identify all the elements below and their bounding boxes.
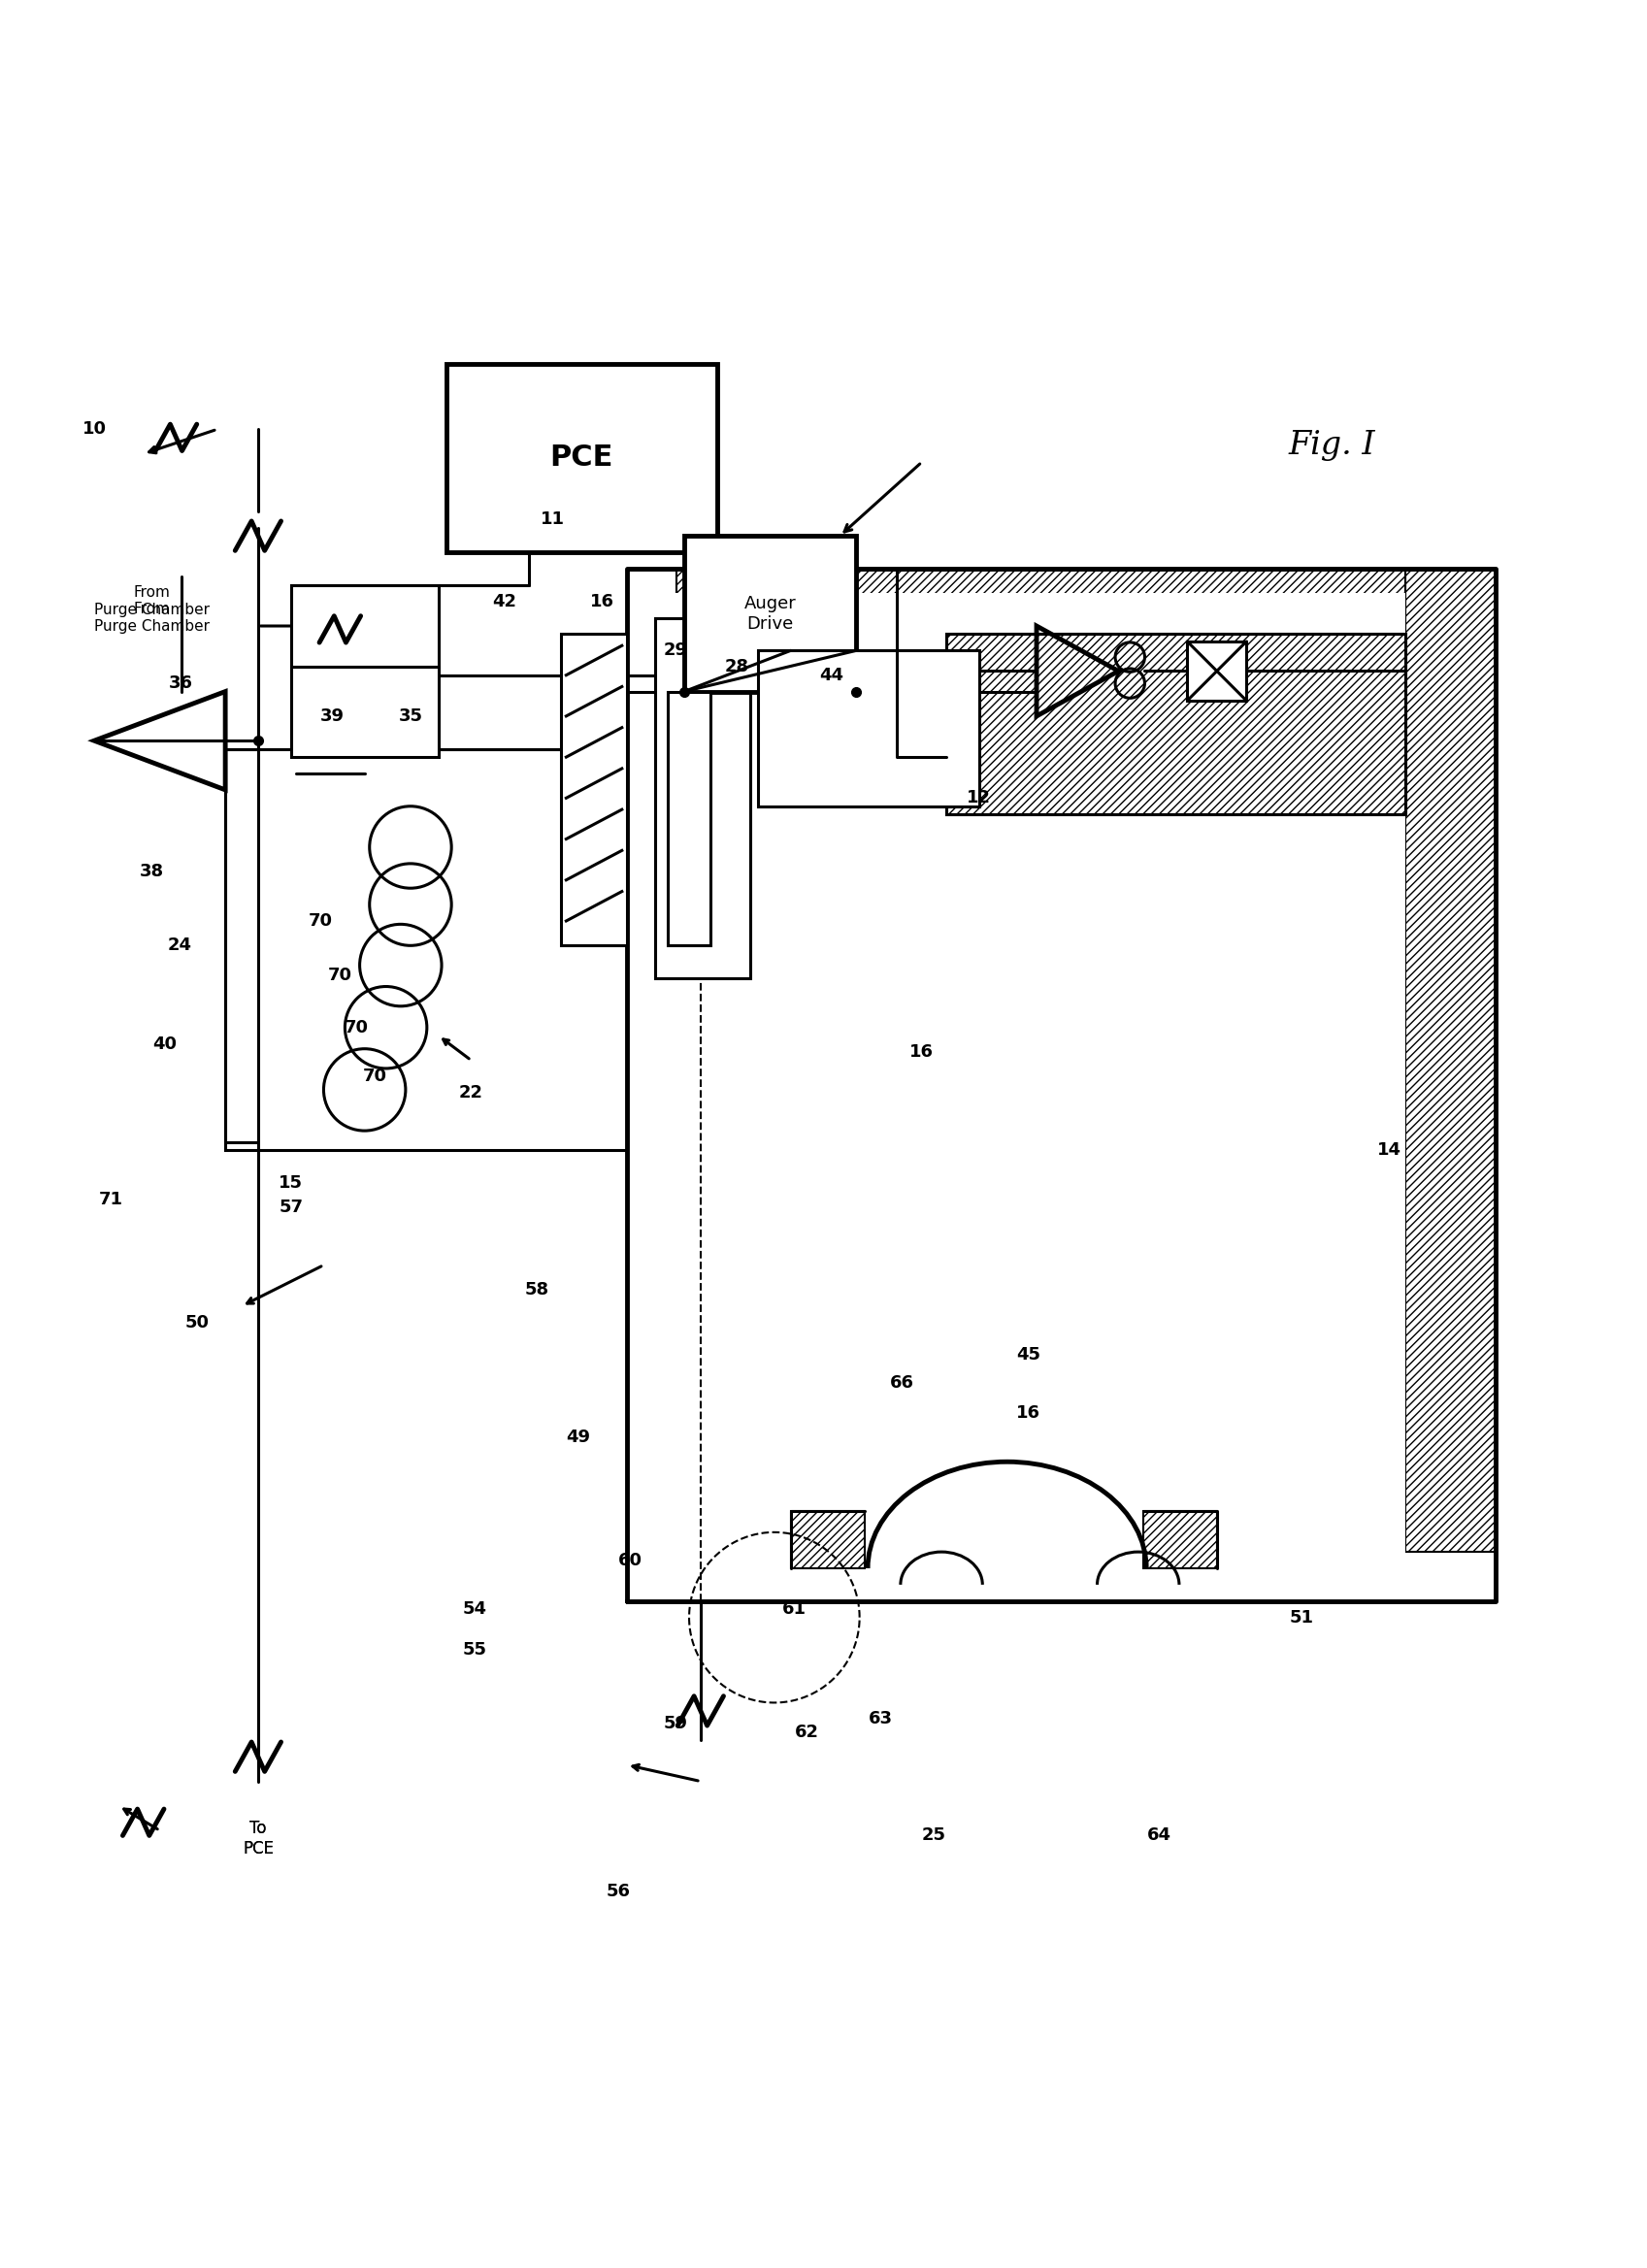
Text: 49: 49 — [565, 1429, 590, 1447]
Text: 64: 64 — [1148, 1826, 1171, 1844]
Text: 50: 50 — [186, 1313, 209, 1331]
Bar — [675, 569, 1405, 635]
Bar — [947, 635, 1405, 814]
Text: Fig. I: Fig. I — [1288, 431, 1375, 460]
Text: 12: 12 — [967, 789, 991, 807]
Text: 22: 22 — [460, 1084, 483, 1102]
Text: 58: 58 — [524, 1281, 548, 1297]
Text: 63: 63 — [868, 1710, 893, 1728]
Text: 59: 59 — [664, 1715, 688, 1733]
Bar — [226, 748, 628, 1150]
Text: 70: 70 — [344, 1018, 369, 1036]
Bar — [1143, 1510, 1217, 1567]
Text: 61: 61 — [782, 1601, 805, 1617]
Text: 35: 35 — [399, 708, 423, 726]
Text: 70: 70 — [308, 912, 333, 930]
Text: 51: 51 — [1290, 1608, 1314, 1626]
Text: 66: 66 — [889, 1374, 914, 1393]
Bar — [656, 617, 749, 978]
Bar — [1187, 642, 1247, 701]
Text: 70: 70 — [362, 1068, 387, 1086]
Text: 56: 56 — [606, 1882, 631, 1901]
Text: 55: 55 — [463, 1642, 486, 1658]
Bar — [446, 363, 716, 551]
Bar — [947, 635, 1405, 814]
Text: PCE: PCE — [550, 445, 613, 472]
Text: 62: 62 — [796, 1724, 819, 1742]
Text: 39: 39 — [320, 708, 344, 726]
Text: 36: 36 — [170, 674, 193, 692]
Text: 14: 14 — [1377, 1141, 1402, 1159]
Text: 70: 70 — [328, 966, 352, 984]
Bar — [684, 535, 856, 692]
Text: 60: 60 — [618, 1551, 642, 1569]
Bar — [791, 1510, 865, 1567]
Text: 25: 25 — [921, 1826, 945, 1844]
Text: 16: 16 — [909, 1043, 934, 1061]
Text: 15: 15 — [278, 1175, 303, 1193]
Text: 11: 11 — [540, 510, 565, 528]
Text: 45: 45 — [1016, 1347, 1041, 1363]
Text: 16: 16 — [590, 592, 614, 610]
Text: 10: 10 — [82, 420, 107, 438]
Bar — [667, 692, 710, 946]
Bar — [292, 585, 438, 667]
Text: From
Purge Chamber: From Purge Chamber — [94, 601, 209, 633]
Text: 16: 16 — [1016, 1404, 1041, 1422]
Bar — [562, 635, 628, 946]
Text: To
PCE: To PCE — [242, 1819, 273, 1857]
Text: 71: 71 — [99, 1191, 124, 1209]
Text: 57: 57 — [278, 1200, 303, 1216]
Text: To
PCE: To PCE — [242, 1819, 273, 1857]
Text: 38: 38 — [140, 864, 163, 880]
Text: 40: 40 — [153, 1034, 176, 1052]
Text: 28: 28 — [725, 658, 749, 676]
Text: 29: 29 — [664, 642, 688, 660]
Text: 54: 54 — [463, 1601, 486, 1617]
Text: Auger
Drive: Auger Drive — [744, 594, 796, 633]
Text: 44: 44 — [820, 667, 843, 685]
Bar — [1405, 569, 1495, 1551]
Text: 42: 42 — [492, 592, 516, 610]
Text: 24: 24 — [168, 937, 191, 955]
Bar — [758, 651, 980, 805]
Text: From
Purge Chamber: From Purge Chamber — [94, 585, 209, 617]
Bar — [292, 667, 438, 758]
Bar — [659, 594, 1405, 1567]
